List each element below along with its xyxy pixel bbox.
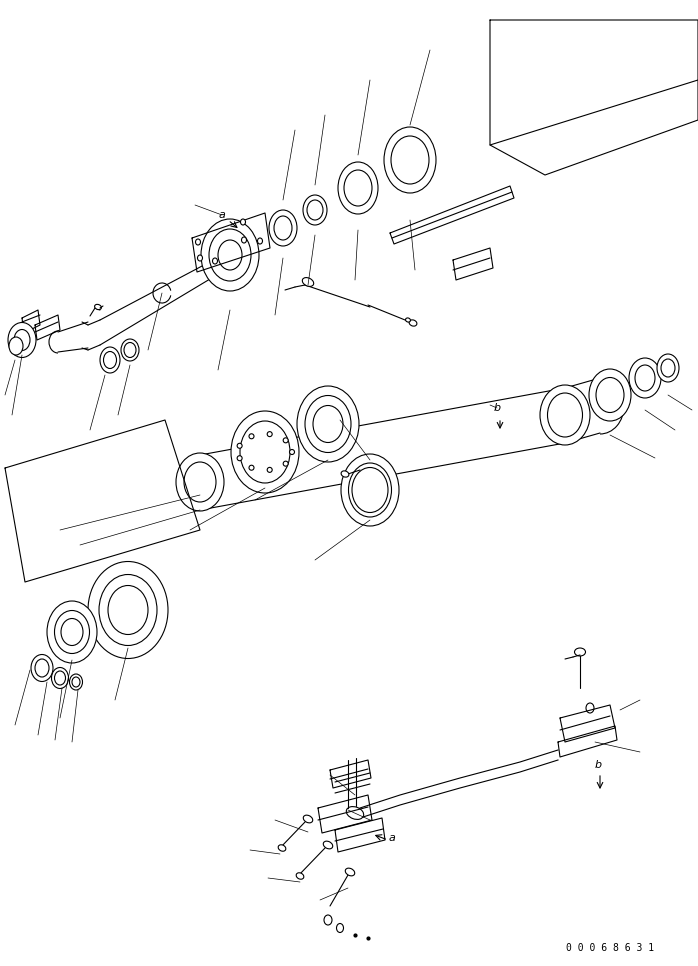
Ellipse shape (324, 915, 332, 925)
Ellipse shape (100, 347, 120, 373)
Ellipse shape (195, 239, 200, 245)
Ellipse shape (198, 255, 202, 261)
Ellipse shape (249, 466, 254, 470)
Ellipse shape (302, 277, 313, 287)
Ellipse shape (269, 210, 297, 246)
Ellipse shape (9, 337, 23, 355)
Ellipse shape (52, 668, 68, 689)
Ellipse shape (391, 136, 429, 184)
Ellipse shape (283, 438, 288, 442)
Ellipse shape (356, 472, 384, 507)
Ellipse shape (279, 845, 285, 851)
Ellipse shape (360, 477, 380, 502)
Ellipse shape (108, 585, 148, 635)
Ellipse shape (406, 318, 410, 322)
Ellipse shape (303, 815, 313, 823)
Ellipse shape (201, 219, 259, 291)
Ellipse shape (336, 923, 343, 932)
Ellipse shape (596, 378, 624, 412)
Ellipse shape (61, 618, 83, 645)
Ellipse shape (589, 369, 631, 421)
Ellipse shape (8, 323, 36, 357)
Ellipse shape (249, 434, 254, 439)
Ellipse shape (346, 868, 355, 876)
Ellipse shape (231, 411, 299, 493)
Ellipse shape (629, 358, 661, 398)
Ellipse shape (240, 421, 290, 483)
Ellipse shape (35, 659, 49, 677)
Ellipse shape (344, 170, 372, 206)
Ellipse shape (212, 258, 218, 264)
Ellipse shape (540, 385, 590, 445)
Ellipse shape (409, 320, 417, 327)
Ellipse shape (586, 703, 594, 713)
Ellipse shape (54, 671, 66, 685)
Text: b: b (493, 403, 500, 413)
Ellipse shape (657, 354, 679, 382)
Text: b: b (595, 760, 602, 770)
Ellipse shape (307, 200, 323, 220)
Ellipse shape (635, 365, 655, 391)
Ellipse shape (70, 674, 82, 690)
Ellipse shape (661, 359, 675, 377)
Ellipse shape (283, 461, 288, 467)
Ellipse shape (305, 395, 351, 452)
Ellipse shape (95, 304, 101, 310)
Ellipse shape (124, 343, 136, 357)
Ellipse shape (237, 456, 242, 461)
Ellipse shape (274, 216, 292, 240)
Ellipse shape (296, 872, 304, 879)
Ellipse shape (547, 393, 583, 437)
Ellipse shape (218, 240, 242, 270)
Ellipse shape (184, 462, 216, 502)
Ellipse shape (267, 468, 272, 472)
Ellipse shape (103, 352, 117, 368)
Ellipse shape (258, 238, 262, 244)
Ellipse shape (303, 195, 327, 225)
Ellipse shape (574, 648, 586, 656)
Ellipse shape (54, 611, 89, 654)
Ellipse shape (237, 443, 242, 448)
Ellipse shape (99, 575, 157, 645)
Ellipse shape (242, 237, 246, 243)
Ellipse shape (72, 677, 80, 687)
Ellipse shape (31, 655, 53, 681)
Ellipse shape (290, 449, 295, 454)
Ellipse shape (14, 329, 30, 351)
Ellipse shape (313, 406, 343, 442)
Ellipse shape (341, 454, 399, 526)
Ellipse shape (176, 453, 224, 511)
Ellipse shape (384, 127, 436, 193)
Text: a: a (218, 210, 225, 220)
Text: a: a (389, 833, 396, 843)
Ellipse shape (47, 601, 97, 663)
Ellipse shape (348, 463, 392, 517)
Ellipse shape (323, 841, 333, 849)
Ellipse shape (346, 807, 364, 819)
Text: 0 0 0 6 8 6 3 1: 0 0 0 6 8 6 3 1 (566, 943, 654, 953)
Ellipse shape (88, 561, 168, 659)
Ellipse shape (338, 162, 378, 214)
Ellipse shape (209, 229, 251, 281)
Ellipse shape (297, 386, 359, 462)
Ellipse shape (121, 339, 139, 361)
Ellipse shape (352, 468, 388, 513)
Ellipse shape (341, 470, 349, 477)
Ellipse shape (267, 432, 272, 437)
Ellipse shape (241, 219, 246, 225)
